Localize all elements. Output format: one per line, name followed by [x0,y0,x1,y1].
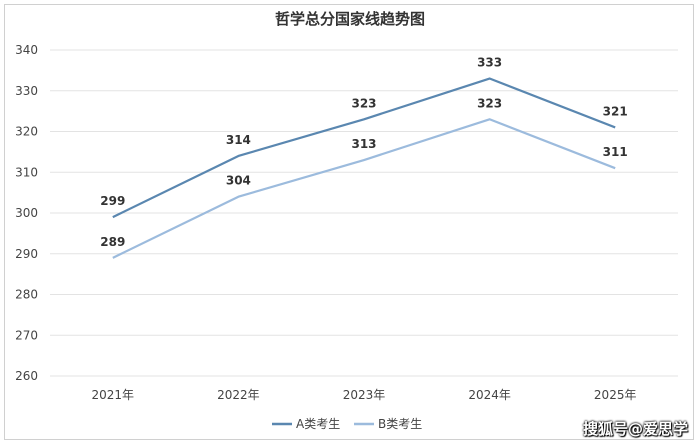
chart-frame [4,4,694,440]
x-tick-label: 2025年 [594,388,637,402]
data-label: 323 [351,96,376,110]
y-tick-label: 300 [15,206,38,220]
y-tick-label: 260 [15,369,38,383]
series-line-2 [112,118,616,259]
series-line-1 [112,77,616,219]
y-tick-label: 280 [15,288,38,302]
x-tick-label: 2023年 [343,388,386,402]
y-tick-label: 310 [15,165,38,179]
x-tick-label: 2024年 [468,388,511,402]
watermark: 搜狐号@爱思学 [582,420,688,438]
data-label: 299 [100,194,125,208]
chart-title: 哲学总分国家线趋势图 [274,10,425,28]
data-label: 289 [100,235,125,249]
y-tick-label: 290 [15,247,38,261]
data-label: 333 [477,56,502,70]
y-tick-label: 340 [15,43,38,57]
data-label: 304 [226,174,251,188]
data-label: 314 [226,133,251,147]
y-tick-label: 330 [15,84,38,98]
y-tick-label: 320 [15,125,38,139]
x-tick-label: 2021年 [92,388,135,402]
data-label: 323 [477,96,502,110]
x-tick-label: 2022年 [217,388,260,402]
legend-label: A类考生 [296,417,340,431]
y-tick-label: 270 [15,328,38,342]
data-label: 311 [603,145,628,159]
data-label: 313 [351,137,376,151]
data-label: 321 [603,104,628,118]
legend-label: B类考生 [378,417,422,431]
